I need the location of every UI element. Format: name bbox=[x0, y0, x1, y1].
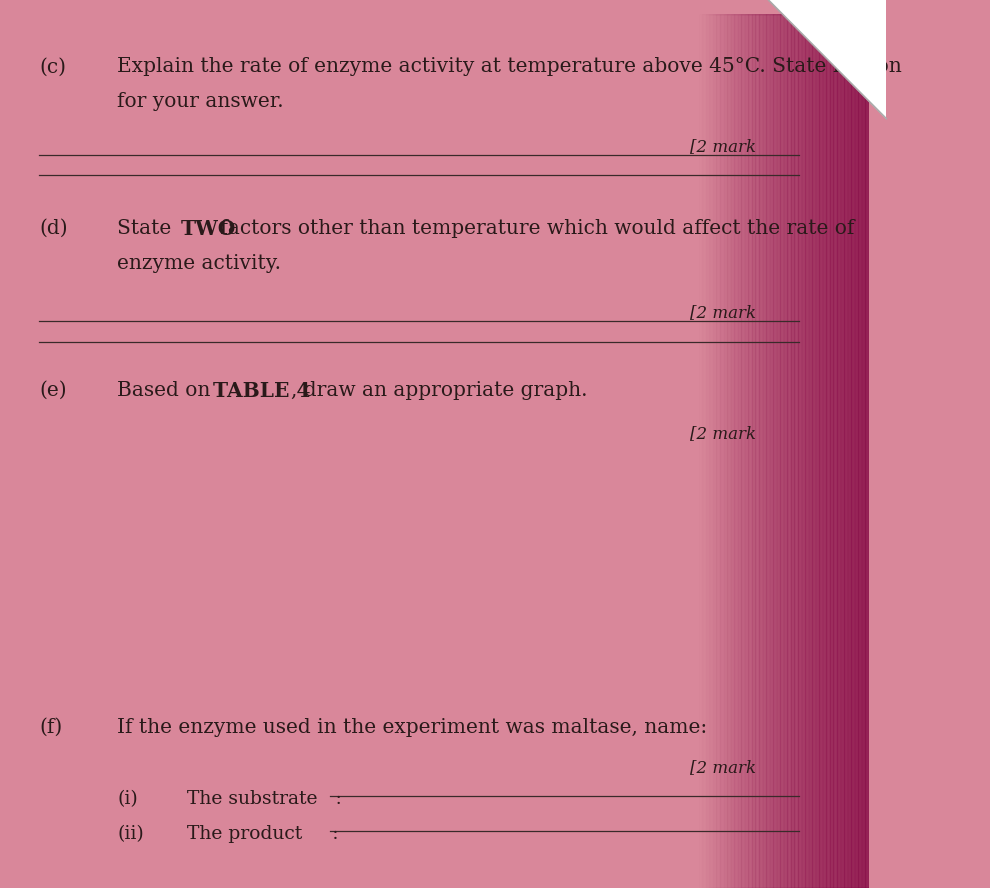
Text: enzyme activity.: enzyme activity. bbox=[117, 254, 281, 274]
Bar bbox=[862, 13, 879, 888]
Bar bbox=[735, 13, 751, 888]
Bar bbox=[706, 13, 723, 888]
Bar bbox=[837, 13, 854, 888]
Bar bbox=[816, 13, 834, 888]
Bar bbox=[809, 13, 826, 888]
Bar bbox=[769, 13, 787, 888]
Text: CHA: CHA bbox=[844, 27, 904, 51]
Bar bbox=[717, 13, 734, 888]
Text: (d): (d) bbox=[39, 219, 67, 238]
Bar bbox=[847, 13, 865, 888]
Bar bbox=[851, 13, 868, 888]
Text: (i): (i) bbox=[117, 790, 138, 808]
Bar bbox=[748, 13, 765, 888]
Text: The substrate   :: The substrate : bbox=[187, 790, 342, 808]
Bar bbox=[709, 13, 727, 888]
Text: [2 mark: [2 mark bbox=[690, 424, 756, 441]
Bar bbox=[820, 13, 837, 888]
Bar bbox=[802, 13, 819, 888]
Text: TWO: TWO bbox=[181, 219, 237, 239]
Text: Explain the rate of enzyme activity at temperature above 45°C. State reason: Explain the rate of enzyme activity at t… bbox=[117, 58, 902, 76]
Bar bbox=[699, 13, 716, 888]
Text: State: State bbox=[117, 219, 178, 238]
Bar bbox=[751, 13, 769, 888]
Bar bbox=[869, 13, 886, 888]
Text: for your answer.: for your answer. bbox=[117, 92, 284, 111]
Text: (f): (f) bbox=[39, 718, 62, 736]
Bar bbox=[727, 13, 744, 888]
Bar bbox=[731, 13, 748, 888]
Bar bbox=[766, 13, 783, 888]
Bar bbox=[830, 13, 847, 888]
Text: [2 mark: [2 mark bbox=[690, 304, 756, 321]
Bar bbox=[844, 13, 861, 888]
Bar bbox=[762, 13, 780, 888]
Bar bbox=[742, 13, 758, 888]
Text: factors other than temperature which would affect the rate of: factors other than temperature which wou… bbox=[215, 219, 854, 238]
Bar bbox=[827, 13, 843, 888]
Bar bbox=[738, 13, 755, 888]
Text: , draw an appropriate graph.: , draw an appropriate graph. bbox=[291, 381, 587, 400]
Bar bbox=[695, 13, 713, 888]
Bar bbox=[794, 13, 812, 888]
Bar bbox=[720, 13, 738, 888]
Bar bbox=[834, 13, 850, 888]
Text: [2 mark: [2 mark bbox=[690, 758, 756, 775]
Text: (e): (e) bbox=[39, 381, 66, 400]
Text: If the enzyme used in the experiment was maltase, name:: If the enzyme used in the experiment was… bbox=[117, 718, 708, 736]
Text: The product     :: The product : bbox=[187, 825, 339, 843]
Bar bbox=[854, 13, 872, 888]
Bar bbox=[755, 13, 773, 888]
Bar bbox=[841, 13, 858, 888]
Bar bbox=[773, 13, 791, 888]
Text: [2 mark: [2 mark bbox=[690, 138, 756, 155]
Bar bbox=[791, 13, 808, 888]
Text: Based on: Based on bbox=[117, 381, 217, 400]
Bar bbox=[812, 13, 830, 888]
Bar bbox=[823, 13, 841, 888]
Bar bbox=[713, 13, 731, 888]
Bar bbox=[784, 13, 801, 888]
Bar bbox=[759, 13, 776, 888]
Bar bbox=[780, 13, 798, 888]
Bar bbox=[798, 13, 816, 888]
Text: TABLE 4: TABLE 4 bbox=[213, 381, 310, 400]
Bar bbox=[858, 13, 876, 888]
Bar bbox=[777, 13, 794, 888]
Text: (ii): (ii) bbox=[117, 825, 145, 843]
Bar bbox=[865, 13, 883, 888]
Bar bbox=[724, 13, 741, 888]
Bar bbox=[702, 13, 720, 888]
Bar bbox=[787, 13, 805, 888]
Bar bbox=[744, 13, 762, 888]
Bar bbox=[805, 13, 823, 888]
Text: (c): (c) bbox=[39, 58, 66, 76]
Polygon shape bbox=[764, 0, 886, 119]
